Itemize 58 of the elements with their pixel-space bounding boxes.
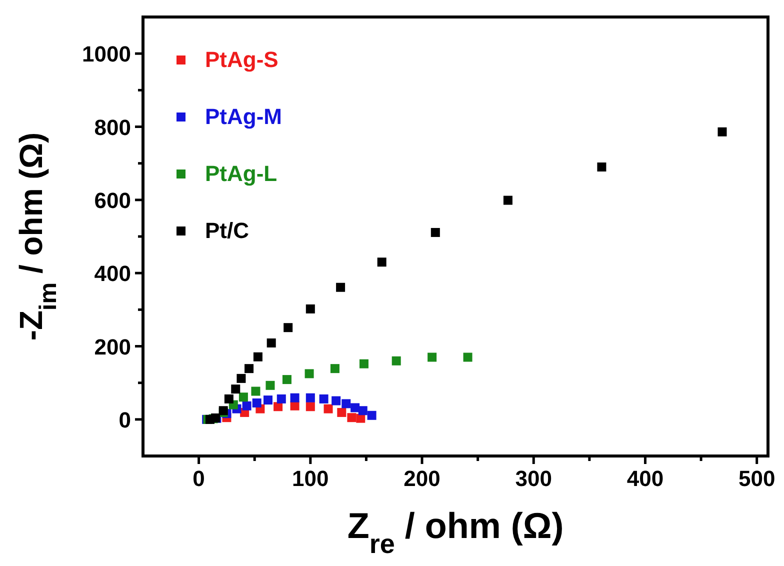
point <box>306 393 315 402</box>
point <box>718 127 727 136</box>
x-tick-label: 0 <box>192 466 205 491</box>
legend-label: PtAg-M <box>205 104 282 129</box>
point <box>290 393 300 402</box>
point <box>236 374 246 383</box>
x-tick-label: 500 <box>738 466 776 491</box>
y-tick-label: 600 <box>94 188 131 213</box>
x-tick-label: 100 <box>292 466 329 491</box>
y-tick-label: 400 <box>94 261 131 286</box>
x-axis-title: Z$_{re}$ / ohm (Ω) <box>347 505 564 559</box>
point <box>224 394 234 404</box>
point <box>358 406 368 416</box>
point <box>266 338 276 348</box>
point <box>282 375 292 384</box>
point <box>242 401 252 410</box>
point <box>503 196 512 205</box>
x-tick-label: 200 <box>404 466 440 491</box>
point <box>238 392 248 402</box>
point <box>463 352 472 362</box>
legend-label: PtAg-S <box>205 47 278 72</box>
point <box>332 396 341 406</box>
point <box>264 396 272 405</box>
point <box>336 282 346 292</box>
y-tick-label: 200 <box>94 334 131 360</box>
point <box>306 304 315 314</box>
point <box>266 380 275 390</box>
point <box>251 386 260 396</box>
point <box>597 162 606 172</box>
point <box>367 410 376 420</box>
point <box>428 352 437 362</box>
y-tick-label: 0 <box>118 407 131 432</box>
point <box>244 364 254 374</box>
point <box>392 356 401 366</box>
point <box>359 359 368 368</box>
y-tick-label: 1000 <box>82 42 131 67</box>
point <box>276 394 286 404</box>
point <box>342 399 351 408</box>
point <box>337 408 346 417</box>
point <box>356 414 366 423</box>
point <box>319 394 328 404</box>
point <box>347 413 356 422</box>
y-tick-label: 800 <box>94 114 131 140</box>
point <box>377 258 386 267</box>
point <box>324 404 333 414</box>
point <box>231 384 240 394</box>
legend-label: Pt/C <box>205 218 250 243</box>
x-tick-label: 300 <box>515 466 552 491</box>
x-tick-label: 400 <box>626 466 664 491</box>
legend-label: PtAg-L <box>205 161 278 186</box>
point <box>330 364 340 374</box>
point <box>284 323 293 332</box>
point <box>253 352 262 362</box>
point <box>304 369 314 378</box>
point <box>350 403 360 412</box>
point <box>430 228 440 237</box>
point <box>306 402 315 412</box>
point <box>252 398 262 408</box>
